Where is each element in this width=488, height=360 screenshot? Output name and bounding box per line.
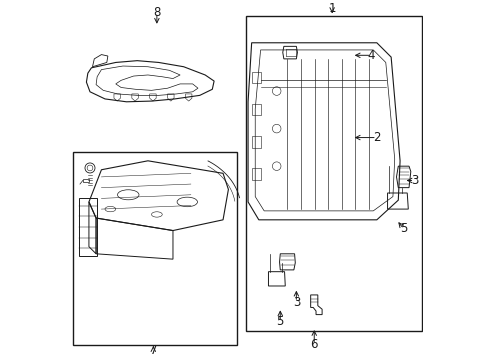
Bar [251, 72, 260, 83]
Bar [251, 104, 260, 116]
Text: 8: 8 [153, 6, 160, 19]
Text: 4: 4 [367, 49, 374, 62]
Text: 3: 3 [410, 174, 417, 187]
Text: 5: 5 [276, 315, 284, 328]
Bar [73, 152, 237, 345]
Text: 5: 5 [399, 222, 407, 235]
Text: 2: 2 [372, 131, 380, 144]
Text: 7: 7 [149, 344, 157, 357]
Bar [251, 136, 260, 148]
Text: 6: 6 [310, 338, 317, 351]
Text: 1: 1 [328, 2, 335, 15]
Text: 3: 3 [292, 296, 300, 309]
Bar [246, 16, 421, 331]
Bar [251, 168, 260, 180]
